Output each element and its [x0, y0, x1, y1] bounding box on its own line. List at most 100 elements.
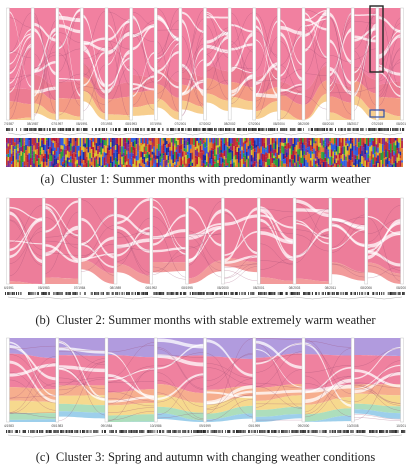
heat-cell: [42, 138, 45, 145]
barcode-tick: [373, 292, 375, 295]
heat-cell: [156, 162, 159, 167]
barcode-tick: [54, 128, 56, 131]
flow-gap: [43, 200, 80, 233]
barcode-tick: [318, 292, 320, 295]
heat-cell: [79, 165, 82, 167]
flow-line: [366, 266, 403, 279]
heat-cell: [246, 151, 248, 160]
barcode-tick: [392, 430, 394, 433]
barcode-tick: [201, 292, 203, 295]
barcode-tick: [175, 430, 177, 433]
heat-cell: [241, 164, 243, 167]
barcode-tick: [372, 292, 374, 295]
barcode-tick: [155, 292, 157, 295]
heat-cell: [375, 151, 378, 158]
flow-gap: [254, 92, 279, 99]
flow-line: [278, 40, 304, 82]
heat-cell: [198, 152, 200, 158]
heat-cell: [354, 144, 357, 151]
heat-cell: [305, 142, 307, 145]
heat-cell: [57, 138, 59, 143]
heat-cell: [383, 151, 386, 159]
heat-cell: [300, 157, 303, 164]
heat-cell: [308, 146, 311, 154]
heat-cell: [270, 151, 272, 158]
flow-line: [81, 64, 107, 112]
heat-cell: [370, 159, 373, 167]
barcode-tick: [344, 128, 346, 131]
heat-cell: [210, 159, 213, 166]
heat-cell: [15, 152, 18, 160]
heat-cell: [278, 154, 280, 159]
barcode-tick: [243, 292, 245, 295]
barcode-tick: [156, 430, 158, 433]
flow-line: [155, 41, 181, 113]
bracket-line: [81, 132, 107, 136]
heat-cell: [199, 152, 202, 159]
barcode-tick: [89, 430, 91, 433]
heat-cell: [183, 140, 186, 146]
heat-cell: [158, 150, 160, 156]
flow-gap: [151, 205, 188, 256]
heat-cell: [89, 166, 91, 167]
flow-gap: [57, 340, 107, 401]
barcode-tick: [392, 292, 393, 295]
heat-cell: [330, 149, 333, 157]
flow-line: [303, 47, 329, 59]
heat-cell: [94, 145, 96, 154]
flow-line: [303, 73, 329, 76]
heat-cell: [250, 138, 253, 146]
barcode-tick: [157, 292, 159, 295]
heat-cell: [49, 161, 51, 167]
barcode-tick: [243, 128, 245, 131]
heat-cell: [246, 148, 248, 152]
heat-cell: [254, 138, 256, 141]
heat-cell: [279, 153, 282, 161]
heat-cell: [297, 149, 299, 155]
flow-gap: [8, 206, 44, 221]
flow-line: [294, 208, 331, 222]
heat-cell: [302, 155, 304, 164]
heat-cell: [391, 143, 394, 150]
barcode-tick: [403, 430, 405, 433]
heat-cell: [68, 151, 71, 158]
heat-cell: [345, 141, 347, 144]
heat-cell: [217, 162, 219, 167]
flow-ribbon: [8, 419, 58, 422]
heat-cell: [44, 161, 47, 167]
barcode-tick: [328, 292, 330, 295]
heat-cell: [185, 138, 187, 141]
heat-cell: [270, 138, 272, 145]
barcode-tick: [302, 430, 303, 433]
heat-cell: [98, 145, 101, 153]
flow-gap: [328, 39, 353, 85]
barcode-tick: [195, 292, 197, 295]
heat-cell: [65, 138, 67, 146]
heat-cell: [92, 141, 95, 148]
barcode-tick: [209, 128, 211, 131]
flow-ribbon: [155, 98, 181, 120]
heat-cell: [20, 138, 23, 147]
heat-cell: [63, 149, 66, 157]
barcode-tick: [315, 292, 317, 295]
barcode-tick: [248, 128, 250, 131]
barcode-tick: [317, 430, 319, 433]
heat-cell: [46, 162, 48, 166]
heat-cell: [234, 165, 237, 167]
heat-cell: [49, 138, 51, 147]
heat-cell: [103, 165, 106, 167]
heat-cell: [12, 161, 15, 167]
barcode-tick: [122, 430, 124, 433]
heat-cell: [62, 145, 64, 150]
heat-cell: [306, 138, 309, 144]
heat-cell: [17, 148, 19, 152]
heat-cell: [84, 163, 87, 167]
heat-cell: [30, 157, 32, 166]
barcode-tick: [387, 128, 389, 131]
flow-ribbon: [328, 96, 353, 120]
barcode-tick: [242, 430, 244, 433]
heat-cell: [54, 147, 56, 151]
heat-cell: [105, 153, 107, 156]
heat-cell: [282, 153, 285, 160]
barcode-tick: [65, 430, 67, 433]
